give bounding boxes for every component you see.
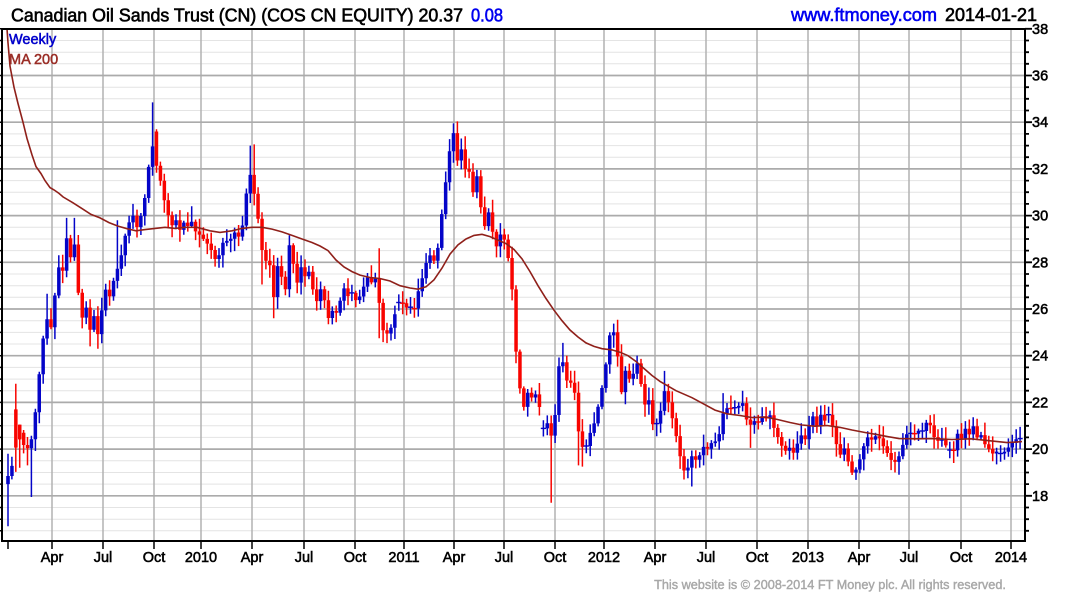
svg-text:www.ftmoney.com: www.ftmoney.com: [790, 5, 937, 25]
svg-text:Apr: Apr: [241, 550, 264, 566]
svg-text:36: 36: [1032, 69, 1048, 85]
svg-text:0.08: 0.08: [471, 6, 503, 26]
svg-text:28: 28: [1032, 255, 1048, 271]
svg-text:Oct: Oct: [143, 550, 166, 566]
svg-text:Jul: Jul: [697, 550, 716, 566]
svg-text:22: 22: [1032, 395, 1048, 411]
svg-text:2013: 2013: [792, 550, 824, 566]
svg-text:Oct: Oct: [746, 550, 769, 566]
svg-text:2014-01-21: 2014-01-21: [945, 5, 1037, 25]
svg-text:32: 32: [1032, 162, 1048, 178]
svg-text:Jul: Jul: [495, 550, 514, 566]
svg-text:Jul: Jul: [295, 550, 314, 566]
svg-text:Jul: Jul: [900, 550, 919, 566]
svg-text:MA 200: MA 200: [9, 52, 58, 68]
svg-text:Oct: Oct: [950, 550, 973, 566]
svg-text:34: 34: [1032, 115, 1048, 131]
svg-text:Canadian Oil Sands Trust (CN): Canadian Oil Sands Trust (CN) (COS CN EQ…: [11, 6, 463, 26]
svg-text:Weekly: Weekly: [9, 32, 57, 48]
svg-text:18: 18: [1032, 489, 1048, 505]
svg-text:30: 30: [1032, 209, 1048, 225]
svg-text:24: 24: [1032, 349, 1048, 365]
svg-text:Jul: Jul: [94, 550, 113, 566]
svg-text:Apr: Apr: [644, 550, 667, 566]
svg-text:Apr: Apr: [41, 550, 64, 566]
svg-text:38: 38: [1032, 22, 1048, 38]
svg-text:20: 20: [1032, 442, 1048, 458]
svg-text:Oct: Oct: [344, 550, 367, 566]
svg-text:2010: 2010: [185, 550, 217, 566]
svg-text:Apr: Apr: [848, 550, 871, 566]
svg-text:Apr: Apr: [443, 550, 466, 566]
svg-text:Oct: Oct: [544, 550, 567, 566]
svg-text:2014: 2014: [995, 550, 1027, 566]
svg-text:2012: 2012: [588, 550, 620, 566]
svg-text:26: 26: [1032, 302, 1048, 318]
svg-text:This website is © 2008-2014 FT: This website is © 2008-2014 FT Money plc…: [654, 578, 1006, 592]
svg-text:2011: 2011: [388, 550, 419, 566]
